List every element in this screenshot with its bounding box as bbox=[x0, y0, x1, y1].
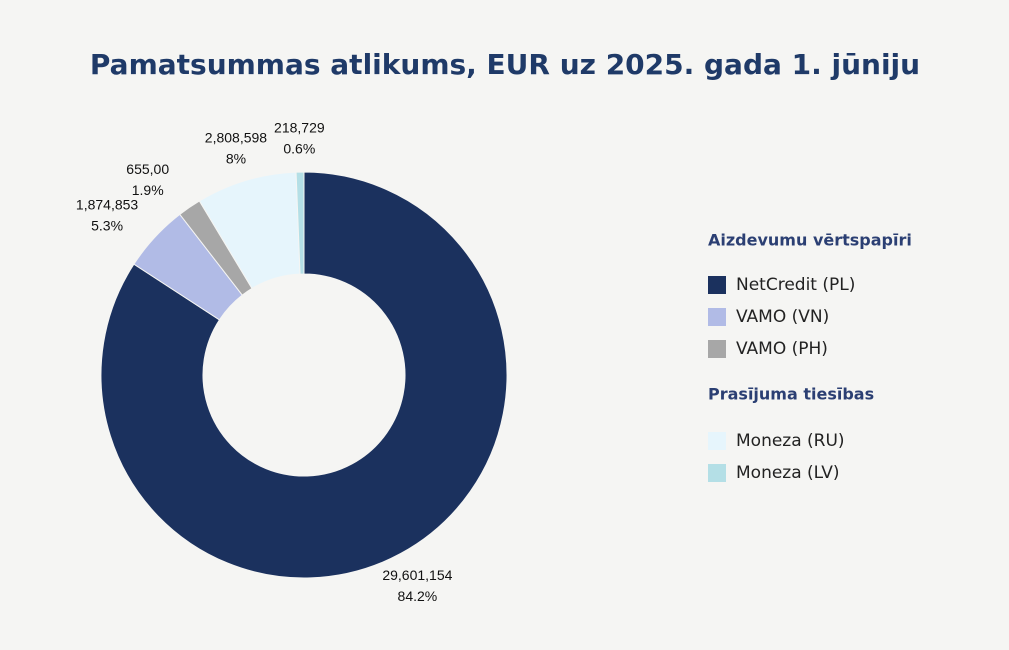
percent-label: 8% bbox=[226, 151, 246, 167]
chart-title: Pamatsummas atlikums, EUR uz 2025. gada … bbox=[90, 48, 920, 81]
legend-label: Moneza (LV) bbox=[736, 463, 840, 483]
percent-label: 1.9% bbox=[132, 182, 164, 198]
value-label: 29,601,154 bbox=[382, 567, 452, 583]
legend-swatch bbox=[708, 276, 726, 294]
legend-group-title: Prasījuma tiesības bbox=[708, 385, 874, 404]
legend-label: Moneza (RU) bbox=[736, 431, 845, 451]
legend-label: VAMO (PH) bbox=[736, 339, 828, 359]
legend-label: NetCredit (PL) bbox=[736, 275, 855, 295]
donut-slice bbox=[100, 171, 508, 579]
legend-swatch bbox=[708, 308, 726, 326]
legend-group-title: Aizdevumu vērtspapīri bbox=[708, 231, 912, 250]
percent-label: 0.6% bbox=[283, 141, 315, 157]
value-label: 1,874,853 bbox=[76, 196, 138, 212]
percent-label: 5.3% bbox=[91, 217, 123, 233]
legend-swatch bbox=[708, 340, 726, 358]
legend-label: VAMO (VN) bbox=[736, 307, 829, 327]
donut-slice bbox=[295, 171, 305, 275]
value-label: 2,808,598 bbox=[205, 130, 267, 146]
legend-swatch bbox=[708, 432, 726, 450]
value-label: 218,729 bbox=[274, 120, 325, 136]
value-label: 655,00 bbox=[126, 161, 169, 177]
percent-label: 84.2% bbox=[398, 588, 438, 604]
legend-swatch bbox=[708, 464, 726, 482]
